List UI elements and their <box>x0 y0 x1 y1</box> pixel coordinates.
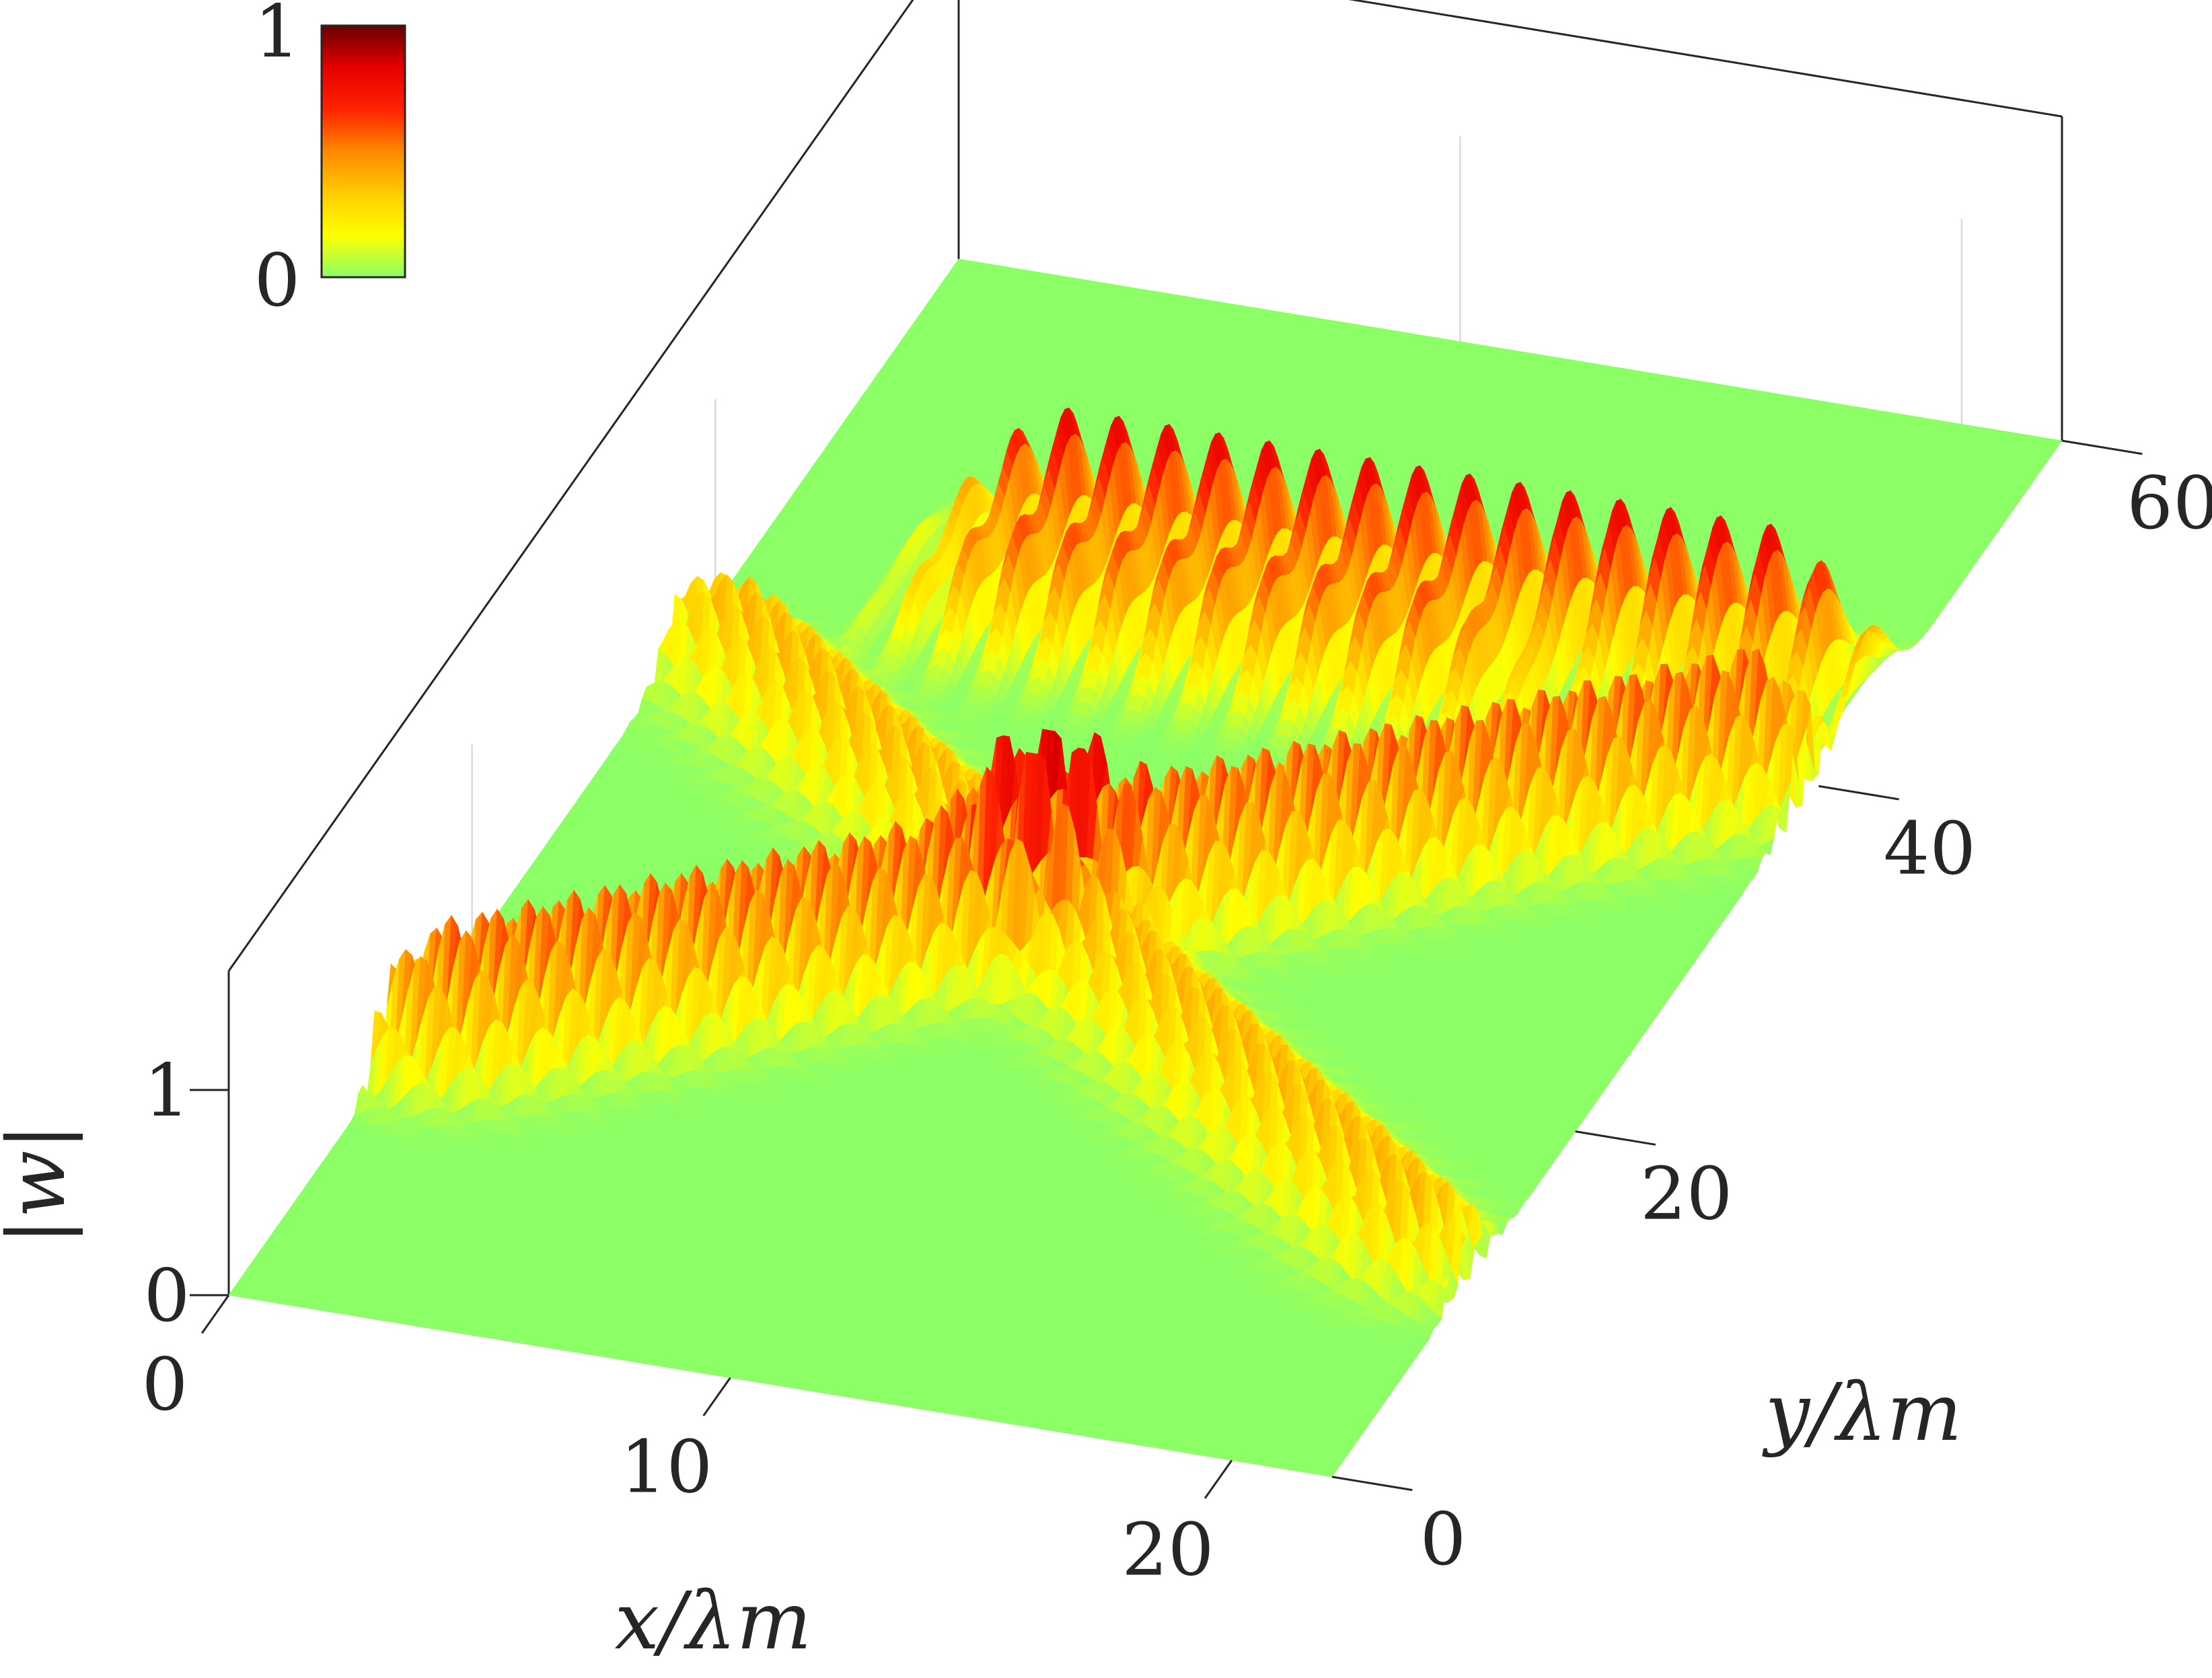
frame-edge <box>959 0 2062 116</box>
surface-plot <box>229 259 2062 1477</box>
